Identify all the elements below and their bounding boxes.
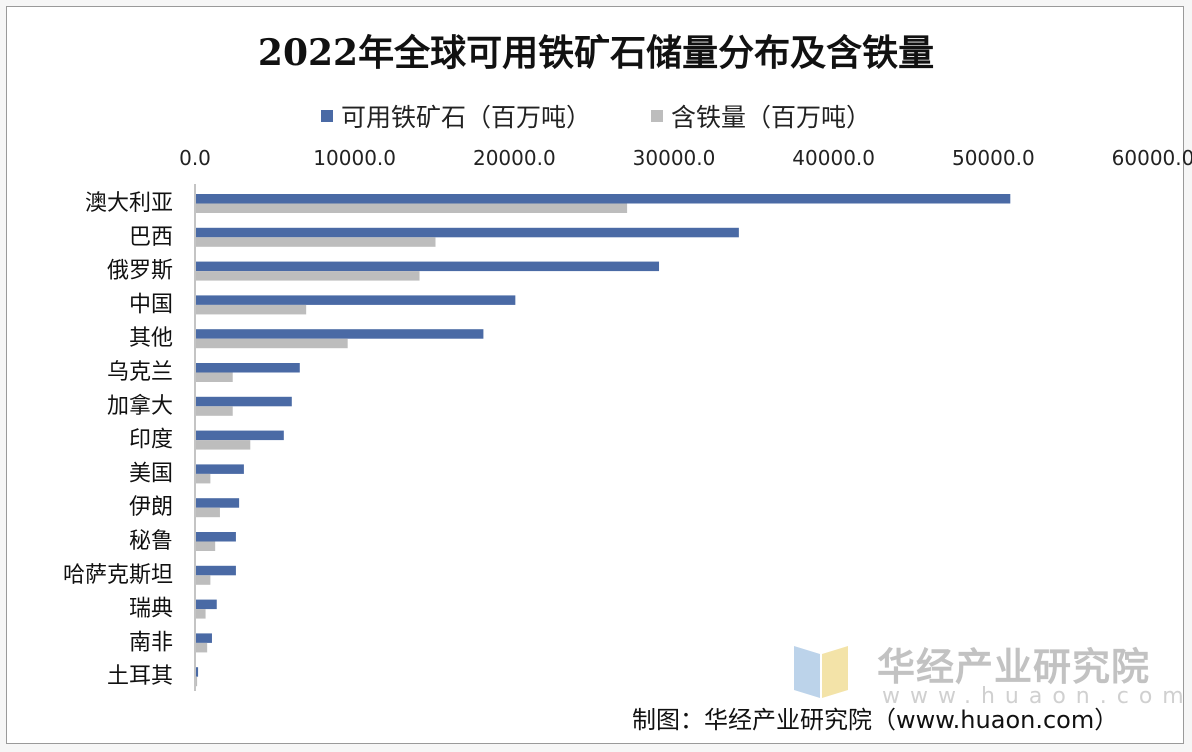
bar-iron-content	[196, 541, 216, 551]
bar-available-ore	[196, 532, 236, 542]
legend-item-available-ore: 可用铁矿石（百万吨）	[321, 98, 591, 134]
bar-available-ore	[196, 565, 236, 576]
x-tick-label: 10000.0	[313, 146, 396, 170]
chart-title: 2022年全球可用铁矿石储量分布及含铁量	[257, 32, 935, 74]
category-label: 土耳其	[107, 664, 173, 689]
bar-iron-content	[196, 372, 233, 382]
x-tick-label: 50000.0	[952, 146, 1035, 170]
bar-iron-content	[196, 338, 348, 349]
category-label: 巴西	[129, 225, 173, 250]
bar-iron-content	[196, 507, 220, 518]
x-tick-label: 40000.0	[792, 146, 875, 170]
legend-label-iron-content: 含铁量（百万吨）	[670, 103, 871, 132]
category-label: 瑞典	[129, 597, 173, 622]
category-label: 澳大利亚	[85, 191, 173, 216]
watermark-name: 华经产业研究院	[877, 645, 1151, 689]
bar-iron-content	[196, 642, 208, 653]
bar-iron-content	[196, 440, 251, 450]
bar-iron-content	[196, 304, 307, 315]
legend-item-iron-content: 含铁量（百万吨）	[650, 98, 871, 134]
legend-swatch-available-ore	[321, 110, 333, 122]
bar-available-ore	[196, 498, 240, 508]
source-credit: 制图：华经产业研究院（www.huaon.com）	[632, 706, 1119, 734]
x-tick-label: 0.0	[179, 146, 211, 170]
category-label: 南非	[129, 630, 173, 655]
bar-available-ore	[196, 261, 660, 272]
bar-available-ore	[196, 227, 739, 238]
bar-iron-content	[196, 203, 628, 213]
legend-swatch-iron-content	[650, 110, 663, 122]
bar-available-ore	[196, 464, 244, 474]
bar-available-ore	[196, 329, 484, 339]
category-label: 其他	[129, 326, 173, 351]
bar-available-ore	[196, 295, 516, 305]
bar-iron-content	[196, 406, 233, 416]
bar-available-ore	[196, 667, 199, 677]
category-label: 乌克兰	[107, 360, 173, 385]
category-label: 伊朗	[129, 495, 173, 520]
bar-iron-content	[196, 575, 211, 585]
bar-iron-content	[196, 676, 198, 687]
category-label: 哈萨克斯坦	[63, 563, 173, 588]
category-label: 俄罗斯	[107, 259, 173, 284]
bar-available-ore	[196, 430, 284, 441]
bar-available-ore	[196, 363, 300, 373]
category-label: 秘鲁	[129, 529, 173, 554]
category-label: 中国	[129, 292, 173, 317]
category-label: 印度	[129, 428, 173, 453]
bar-available-ore	[196, 599, 217, 610]
bar-iron-content	[196, 237, 436, 247]
watermark-url: www.huaon.com	[882, 684, 1192, 709]
bar-available-ore	[196, 194, 1011, 204]
x-tick-label: 20000.0	[473, 146, 556, 170]
bar-iron-content	[196, 609, 206, 619]
category-label: 加拿大	[107, 393, 173, 419]
x-tick-label: 30000.0	[633, 146, 716, 170]
x-tick-label: 60000.0	[1112, 146, 1192, 170]
huajing-logo-icon	[794, 646, 848, 698]
bar-iron-content	[196, 473, 211, 484]
category-label: 美国	[129, 461, 173, 486]
legend-label-available-ore: 可用铁矿石（百万吨）	[341, 103, 592, 132]
bar-available-ore	[196, 633, 212, 643]
bar-iron-content	[196, 271, 420, 281]
chart-legend: 可用铁矿石（百万吨） 含铁量（百万吨）	[0, 98, 1192, 134]
bar-available-ore	[196, 396, 292, 407]
